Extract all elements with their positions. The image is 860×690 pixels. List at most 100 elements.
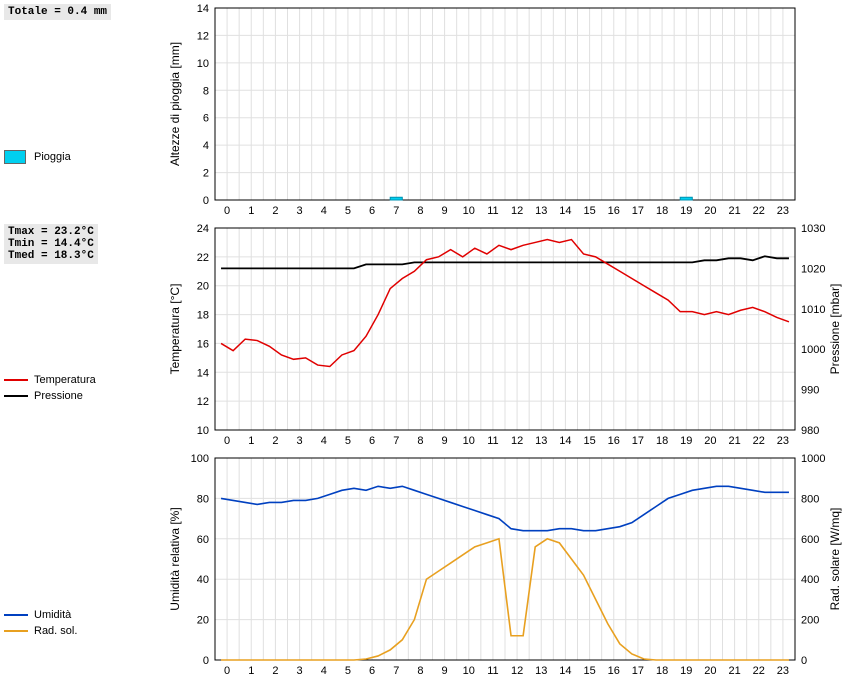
svg-text:15: 15 <box>583 665 595 677</box>
svg-text:10: 10 <box>463 665 475 677</box>
legend-item-temperatura: Temperatura <box>4 374 155 386</box>
rain-swatch <box>4 150 26 164</box>
svg-text:18: 18 <box>197 310 209 322</box>
svg-text:12: 12 <box>197 396 209 408</box>
svg-text:23: 23 <box>777 205 789 217</box>
svg-text:9: 9 <box>442 665 448 677</box>
svg-text:60: 60 <box>197 534 209 546</box>
svg-text:11: 11 <box>487 665 498 677</box>
svg-text:800: 800 <box>801 493 819 505</box>
svg-text:4: 4 <box>321 665 327 677</box>
humid-swatch <box>4 614 28 616</box>
svg-text:15: 15 <box>583 435 595 447</box>
rain-side-panel: Totale = 0.4 mm Pioggia <box>0 0 155 220</box>
svg-text:5: 5 <box>345 205 351 217</box>
svg-text:12: 12 <box>511 435 523 447</box>
svg-text:40: 40 <box>197 574 209 586</box>
svg-text:4: 4 <box>321 205 327 217</box>
humid-rad-chart: 0123456789101112131415161718192021222302… <box>155 450 860 680</box>
svg-text:8: 8 <box>203 85 209 97</box>
svg-text:0: 0 <box>203 655 209 667</box>
svg-text:1030: 1030 <box>801 223 825 235</box>
svg-text:18: 18 <box>656 435 668 447</box>
legend-item-pressione: Pressione <box>4 390 155 402</box>
svg-text:20: 20 <box>197 281 209 293</box>
svg-text:5: 5 <box>345 665 351 677</box>
svg-text:400: 400 <box>801 574 819 586</box>
svg-text:80: 80 <box>197 493 209 505</box>
svg-text:23: 23 <box>777 435 789 447</box>
svg-text:21: 21 <box>728 205 740 217</box>
svg-text:6: 6 <box>369 665 375 677</box>
rain-chart: 0123456789101112131415161718192021222302… <box>155 0 860 220</box>
svg-text:14: 14 <box>197 367 209 379</box>
svg-text:3: 3 <box>297 665 303 677</box>
svg-text:16: 16 <box>608 205 620 217</box>
svg-text:5: 5 <box>345 435 351 447</box>
svg-text:7: 7 <box>393 205 399 217</box>
svg-text:10: 10 <box>463 435 475 447</box>
svg-text:6: 6 <box>369 205 375 217</box>
svg-text:18: 18 <box>656 205 668 217</box>
tmed-label: Tmed = 18.3°C <box>8 250 94 262</box>
press-swatch <box>4 395 28 397</box>
rad-legend-label: Rad. sol. <box>34 625 77 637</box>
svg-text:Rad. solare [W/mq]: Rad. solare [W/mq] <box>828 508 842 611</box>
svg-text:14: 14 <box>559 205 571 217</box>
temp-side-panel: Tmax = 23.2°C Tmin = 14.4°C Tmed = 18.3°… <box>0 220 155 450</box>
svg-text:17: 17 <box>632 205 644 217</box>
svg-text:20: 20 <box>704 435 716 447</box>
svg-text:10: 10 <box>197 58 209 70</box>
svg-text:2: 2 <box>272 435 278 447</box>
svg-text:22: 22 <box>753 435 765 447</box>
svg-text:8: 8 <box>417 665 423 677</box>
svg-text:12: 12 <box>511 205 523 217</box>
svg-text:6: 6 <box>203 113 209 125</box>
svg-text:0: 0 <box>224 665 230 677</box>
svg-text:10: 10 <box>463 205 475 217</box>
svg-text:100: 100 <box>191 453 209 465</box>
svg-text:8: 8 <box>417 205 423 217</box>
svg-text:980: 980 <box>801 425 819 437</box>
svg-text:22: 22 <box>753 665 765 677</box>
svg-text:0: 0 <box>224 205 230 217</box>
svg-text:0: 0 <box>203 195 209 207</box>
svg-text:9: 9 <box>442 205 448 217</box>
svg-text:19: 19 <box>680 205 692 217</box>
svg-text:1: 1 <box>248 435 254 447</box>
svg-text:7: 7 <box>393 435 399 447</box>
rain-total-label: Totale = 0.4 mm <box>4 4 111 20</box>
svg-text:10: 10 <box>197 425 209 437</box>
svg-text:24: 24 <box>197 223 209 235</box>
humid-legend-label: Umidità <box>34 609 71 621</box>
svg-text:4: 4 <box>203 140 209 152</box>
svg-text:7: 7 <box>393 665 399 677</box>
svg-text:3: 3 <box>297 205 303 217</box>
rad-swatch <box>4 630 28 632</box>
svg-text:19: 19 <box>680 435 692 447</box>
svg-text:Temperatura [°C]: Temperatura [°C] <box>168 284 182 375</box>
tmax-label: Tmax = 23.2°C <box>8 226 94 238</box>
svg-text:19: 19 <box>680 665 692 677</box>
svg-text:2: 2 <box>272 665 278 677</box>
svg-text:1000: 1000 <box>801 453 825 465</box>
svg-text:11: 11 <box>487 205 498 217</box>
press-legend-label: Pressione <box>34 390 83 402</box>
svg-text:12: 12 <box>197 30 209 42</box>
svg-text:18: 18 <box>656 665 668 677</box>
svg-text:Pressione [mbar]: Pressione [mbar] <box>828 284 842 375</box>
svg-text:20: 20 <box>197 615 209 627</box>
svg-text:0: 0 <box>224 435 230 447</box>
svg-text:200: 200 <box>801 615 819 627</box>
svg-text:13: 13 <box>535 205 547 217</box>
svg-text:1: 1 <box>248 205 254 217</box>
svg-text:600: 600 <box>801 534 819 546</box>
svg-text:1: 1 <box>248 665 254 677</box>
legend-item-umidita: Umidità <box>4 609 155 621</box>
svg-text:3: 3 <box>297 435 303 447</box>
legend-item-radsol: Rad. sol. <box>4 625 155 637</box>
svg-text:22: 22 <box>753 205 765 217</box>
temp-info: Tmax = 23.2°C Tmin = 14.4°C Tmed = 18.3°… <box>4 224 98 264</box>
svg-text:0: 0 <box>801 655 807 667</box>
svg-text:21: 21 <box>728 665 740 677</box>
